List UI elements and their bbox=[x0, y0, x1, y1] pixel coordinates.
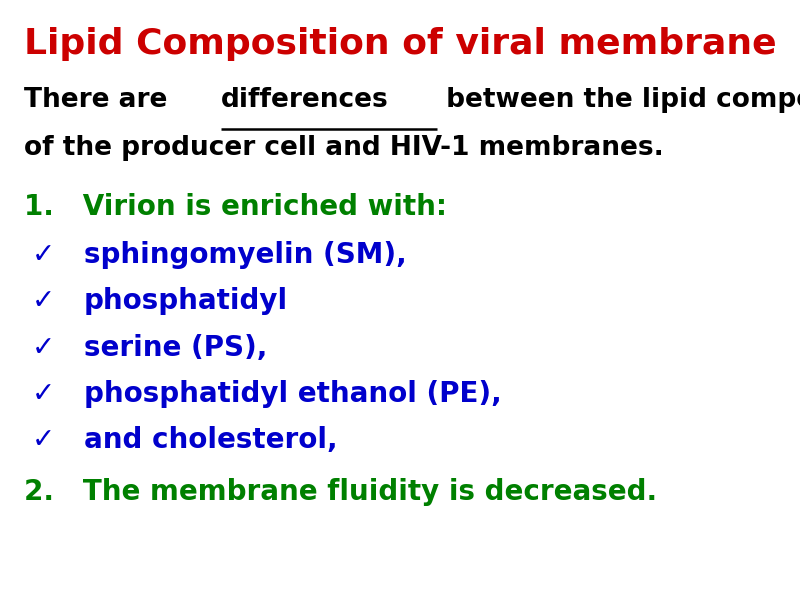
Text: phosphatidyl: phosphatidyl bbox=[84, 287, 288, 316]
Text: phosphatidyl ethanol (PE),: phosphatidyl ethanol (PE), bbox=[84, 380, 502, 408]
Text: and cholesterol,: and cholesterol, bbox=[84, 426, 338, 454]
Text: 2.   The membrane fluidity is decreased.: 2. The membrane fluidity is decreased. bbox=[24, 478, 657, 506]
Text: between the lipid compositions: between the lipid compositions bbox=[438, 87, 800, 113]
Text: ✓: ✓ bbox=[32, 380, 55, 408]
Text: ✓: ✓ bbox=[32, 241, 55, 269]
Text: differences: differences bbox=[221, 87, 389, 113]
Text: There are: There are bbox=[24, 87, 177, 113]
Text: serine (PS),: serine (PS), bbox=[84, 334, 267, 362]
Text: of the producer cell and HIV-1 membranes.: of the producer cell and HIV-1 membranes… bbox=[24, 135, 664, 161]
Text: ✓: ✓ bbox=[32, 287, 55, 316]
Text: ✓: ✓ bbox=[32, 426, 55, 454]
Text: Lipid Composition of viral membrane: Lipid Composition of viral membrane bbox=[24, 27, 776, 61]
Text: 1.   Virion is enriched with:: 1. Virion is enriched with: bbox=[24, 193, 447, 221]
Text: ✓: ✓ bbox=[32, 334, 55, 362]
Text: sphingomyelin (SM),: sphingomyelin (SM), bbox=[84, 241, 406, 269]
